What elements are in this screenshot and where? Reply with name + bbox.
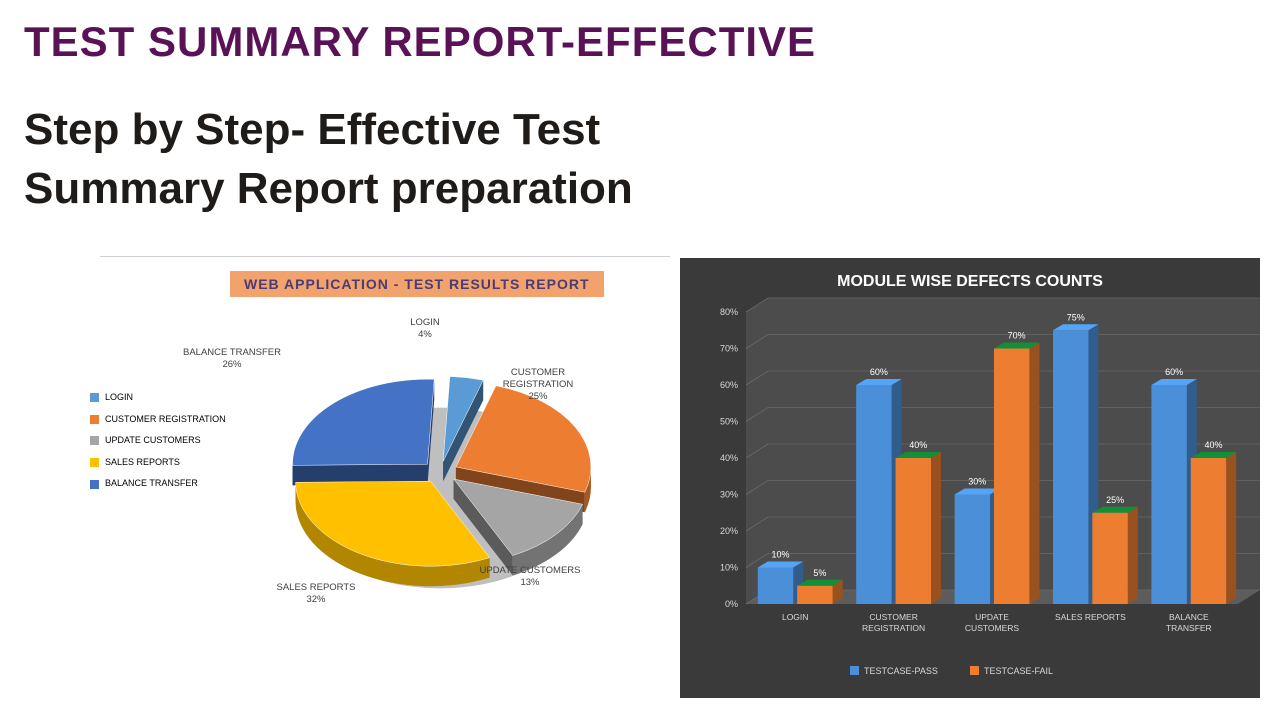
y-tick-label: 80% (720, 307, 738, 317)
pie-callout: UPDATE CUSTOMERS13% (475, 565, 585, 589)
callout-label: LOGIN (410, 317, 440, 328)
pie-legend-item: BALANCE TRANSFER (90, 473, 226, 495)
main-title: TEST SUMMARY REPORT-EFFECTIVE (24, 18, 816, 66)
callout-pct: 32% (306, 594, 325, 605)
bar-chart-panel: MODULE WISE DEFECTS COUNTS 0% 10% 20% 30% 40%… (680, 258, 1260, 698)
pie-legend-item: LOGIN (90, 387, 226, 409)
y-tick-label: 70% (720, 344, 738, 354)
bar (1191, 458, 1226, 604)
legend-swatch (90, 436, 99, 445)
x-tick-label: BALANCE (1169, 612, 1209, 622)
legend-label: SALES REPORTS (105, 452, 180, 474)
bar (1092, 513, 1127, 604)
bar-datalabel: 60% (870, 367, 888, 377)
bar-chart-title: MODULE WISE DEFECTS COUNTS (837, 273, 1103, 290)
legend-swatch (90, 415, 99, 424)
callout-pct: 4% (418, 329, 432, 340)
bar-datalabel: 40% (909, 440, 927, 450)
pie-chart-panel: WEB APPLICATION - TEST RESULTS REPORT LO… (100, 256, 670, 696)
x-tick-label: REGISTRATION (862, 623, 925, 633)
pie-callout: BALANCE TRANSFER26% (177, 347, 287, 371)
bar-datalabel: 60% (1165, 367, 1183, 377)
x-tick-label: CUSTOMERS (965, 623, 1019, 633)
sub-title-line: Step by Step- Effective Test (24, 105, 600, 154)
x-tick-label: LOGIN (782, 612, 808, 622)
bar (758, 568, 793, 605)
bar (896, 458, 931, 604)
pie-chart-title: WEB APPLICATION - TEST RESULTS REPORT (230, 271, 604, 297)
bar (994, 349, 1029, 605)
pie-callout: SALES REPORTS32% (261, 582, 371, 606)
sub-title: Step by Step- Effective Test Summary Repo… (24, 100, 633, 219)
legend-label: BALANCE TRANSFER (105, 473, 198, 495)
callout-pct: 13% (520, 577, 539, 588)
x-tick-label: UPDATE (975, 612, 1009, 622)
pie-chart-legend: LOGINCUSTOMER REGISTRATIONUPDATE CUSTOME… (90, 387, 226, 495)
bar-chart: MODULE WISE DEFECTS COUNTS 0% 10% 20% 30% 40%… (680, 258, 1260, 698)
y-tick-label: 40% (720, 453, 738, 463)
callout-label: REGISTRATION (503, 379, 574, 390)
callout-label: BALANCE TRANSFER (183, 347, 281, 358)
x-tick-label: SALES REPORTS (1055, 612, 1126, 622)
pie-legend-item: UPDATE CUSTOMERS (90, 430, 226, 452)
y-tick-label: 50% (720, 417, 738, 427)
callout-label: UPDATE CUSTOMERS (480, 565, 581, 576)
callout-pct: 25% (528, 391, 547, 402)
y-tick-label: 10% (720, 563, 738, 573)
legend-label: TESTCASE-PASS (864, 666, 938, 676)
y-tick-label: 0% (725, 599, 738, 609)
bar-datalabel: 5% (813, 568, 826, 578)
pie-callout: CUSTOMERREGISTRATION25% (483, 367, 593, 403)
legend-label: CUSTOMER REGISTRATION (105, 409, 226, 431)
bar-datalabel: 70% (1008, 331, 1026, 341)
legend-label: UPDATE CUSTOMERS (105, 430, 201, 452)
pie-legend-item: SALES REPORTS (90, 452, 226, 474)
y-tick-label: 60% (720, 380, 738, 390)
x-tick-label: TRANSFER (1166, 623, 1212, 633)
legend-swatch (90, 458, 99, 467)
callout-pct: 26% (222, 359, 241, 370)
legend-swatch (90, 393, 99, 402)
bar-datalabel: 30% (968, 477, 986, 487)
callout-label: SALES REPORTS (276, 582, 355, 593)
bar-datalabel: 25% (1106, 495, 1124, 505)
legend-swatch (850, 666, 859, 675)
bar (1151, 385, 1186, 604)
legend-label: TESTCASE-FAIL (984, 666, 1053, 676)
bar (856, 385, 891, 604)
legend-swatch (90, 480, 99, 489)
pie-legend-item: CUSTOMER REGISTRATION (90, 409, 226, 431)
bar (955, 495, 990, 605)
y-tick-label: 30% (720, 490, 738, 500)
bar-datalabel: 10% (772, 550, 790, 560)
pie-slice (293, 379, 435, 485)
sub-title-line: Summary Report preparation (24, 164, 633, 213)
bar (1053, 330, 1088, 604)
pie-callout: LOGIN4% (370, 317, 480, 341)
bar-datalabel: 40% (1204, 440, 1222, 450)
bar (797, 586, 832, 604)
legend-swatch (970, 666, 979, 675)
y-tick-label: 20% (720, 526, 738, 536)
bar-datalabel: 75% (1067, 312, 1085, 322)
x-tick-label: CUSTOMER (869, 612, 918, 622)
legend-label: LOGIN (105, 387, 133, 409)
callout-label: CUSTOMER (511, 367, 565, 378)
